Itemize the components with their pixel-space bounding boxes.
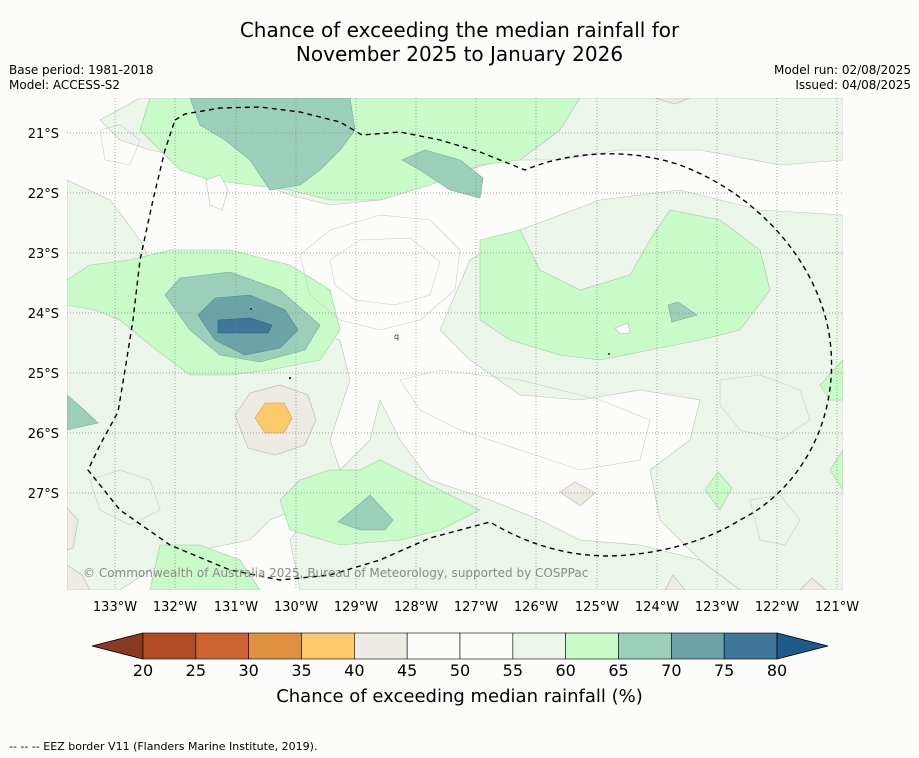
colorbar-swatch: [406, 632, 461, 660]
contour-40-se: [664, 574, 686, 590]
colorbar-swatch: [248, 632, 302, 660]
lat-label: 21°S: [28, 127, 59, 142]
colorbar-tick-label: 60: [555, 661, 575, 680]
contour-40-top: [654, 98, 691, 105]
colorbar-tick-label: 20: [133, 661, 153, 680]
metadata-left: Base period: 1981-2018 Model: ACCESS-S2: [9, 63, 154, 93]
base-period: Base period: 1981-2018: [9, 63, 154, 77]
contour-60-south: [279, 459, 481, 546]
contour-white-spot-west: [205, 174, 229, 211]
contour-point-marker: [289, 377, 291, 379]
thin-contours: [89, 124, 811, 546]
contour-line-east: [719, 374, 811, 441]
colorbar-under-arrow: [91, 632, 144, 660]
contour-line-se: [749, 494, 801, 546]
lon-label: 128°W: [394, 600, 438, 615]
colorbar-swatch: [301, 632, 355, 660]
colorbar-swatch: [671, 632, 725, 660]
lon-label: 129°W: [334, 600, 378, 615]
colorbar-swatch: [354, 632, 408, 660]
copyright-notice: © Commonwealth of Australia 2025, Bureau…: [83, 566, 588, 580]
colorbar-tick-label: 35: [291, 661, 311, 680]
contour-label: q: [394, 332, 399, 341]
lon-label: 132°W: [153, 600, 197, 615]
lat-label: 25°S: [28, 367, 59, 382]
lon-label: 133°W: [93, 600, 137, 615]
colorbar-swatch: [618, 632, 672, 660]
colorbar-swatch: [459, 632, 514, 660]
contour-line-south: [399, 369, 651, 471]
title-line-2: November 2025 to January 2026: [295, 42, 624, 66]
colorbar-tick-label: 50: [450, 661, 470, 680]
colorbar-tick-label: 80: [767, 661, 787, 680]
lat-label: 24°S: [28, 307, 59, 322]
lon-label: 130°W: [274, 600, 318, 615]
colorbar-tick-label: 25: [186, 661, 206, 680]
contour-white-spot: [614, 322, 631, 335]
contour-40-sw-corner: [67, 564, 91, 590]
contour-60-small-east: [704, 471, 733, 511]
contour-line-west: [99, 124, 141, 166]
latitude-labels: 21°S 22°S 23°S 24°S 25°S 26°S 27°S: [28, 127, 59, 502]
longitude-labels: 133°W 132°W 131°W 130°W 129°W 128°W 127°…: [93, 600, 859, 615]
colorbar-swatch: [195, 632, 249, 660]
lat-label: 22°S: [28, 187, 59, 202]
colorbar-tick-label: 45: [397, 661, 417, 680]
contour-65-west-edge: [67, 394, 99, 431]
colorbar-tick-label: 75: [714, 661, 734, 680]
contour-60-east: [479, 209, 771, 361]
lat-label: 27°S: [28, 487, 59, 502]
lon-label: 125°W: [575, 600, 619, 615]
contour-65-east: [667, 301, 698, 323]
colorbar-swatch: [142, 632, 197, 660]
contour-60-east-edge-2: [829, 449, 843, 491]
contour-point-marker-3: [250, 308, 252, 310]
map-plot-area: q © Commonwealth of Australia 2025, Bure…: [67, 98, 843, 590]
issued-date: Issued: 04/08/2025: [795, 78, 911, 92]
lon-label: 127°W: [454, 600, 498, 615]
lon-label: 131°W: [214, 600, 258, 615]
lon-label: 124°W: [635, 600, 679, 615]
contour-line-southwest: [89, 469, 161, 526]
contour-40-sw-edge: [67, 507, 79, 551]
colorbar-tick-label: 70: [661, 661, 681, 680]
title-line-1: Chance of exceeding the median rainfall …: [239, 18, 680, 42]
graticule: [67, 98, 843, 590]
contour-60-southwest: [149, 544, 261, 590]
lon-label: 121°W: [815, 600, 859, 615]
colorbar: 20 25 30 35 40 45 50 55 60 65 70 75 80: [91, 632, 829, 680]
colorbar-tick-label: 65: [608, 661, 628, 680]
lon-label: 126°W: [514, 600, 558, 615]
eez-border: [87, 106, 833, 581]
contour-line-central: [299, 214, 461, 331]
lat-label: 23°S: [28, 247, 59, 262]
eez-footnote: -- -- -- EEZ border V11 (Flanders Marine…: [9, 740, 318, 753]
model-run: Model run: 02/08/2025: [773, 63, 911, 77]
map-title: Chance of exceeding the median rainfall …: [0, 18, 919, 66]
contour-55-south: [289, 399, 741, 590]
colorbar-over-arrow: [776, 632, 829, 660]
model-name: Model: ACCESS-S2: [9, 78, 121, 92]
contour-65-north: [189, 98, 356, 191]
colorbar-swatch: [512, 632, 566, 660]
colorbar-tick-label: 55: [503, 661, 523, 680]
colorbar-swatch: [723, 632, 778, 660]
lon-label: 123°W: [695, 600, 739, 615]
contour-point-marker-2: [608, 353, 610, 355]
colorbar-tick-label: 40: [344, 661, 364, 680]
contour-line-central-inner: [329, 237, 441, 306]
contour-75-west: [217, 317, 273, 334]
metadata-right: Model run: 02/08/2025 Issued: 04/08/2025: [774, 63, 911, 93]
contour-65-south: [337, 494, 394, 531]
colorbar-tick-label: 30: [238, 661, 258, 680]
contour-65-northcentral: [401, 149, 484, 199]
lat-label: 26°S: [28, 427, 59, 442]
colorbar-title: Chance of exceeding median rainfall (%): [276, 686, 643, 707]
colorbar-swatch: [565, 632, 619, 660]
contour-40-s: [799, 577, 827, 590]
lon-label: 122°W: [755, 600, 799, 615]
